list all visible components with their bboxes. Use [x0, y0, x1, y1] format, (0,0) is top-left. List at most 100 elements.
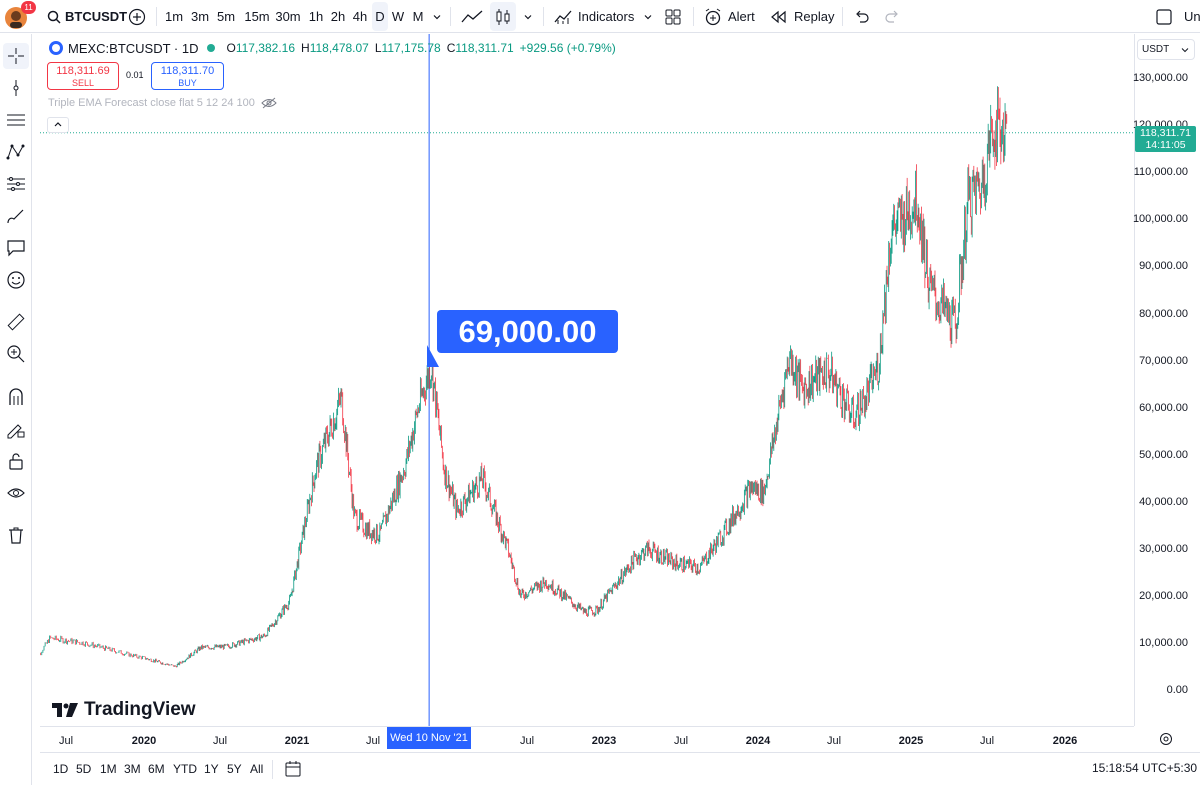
ruler-tool[interactable]: [3, 309, 29, 335]
search-icon: [47, 10, 61, 24]
range-1m[interactable]: 1M: [100, 762, 117, 776]
range-5d[interactable]: 5D: [76, 762, 92, 776]
range-3m[interactable]: 3M: [124, 762, 141, 776]
undo-icon: [856, 10, 869, 23]
interval-1m[interactable]: 1m: [164, 9, 184, 24]
interval-m[interactable]: M: [412, 9, 424, 24]
time-axis[interactable]: Jul 2020 Jul 2021 Jul Jul 2023 Jul 2024 Jul 2025 Ju…: [40, 726, 1134, 751]
chart-type-button[interactable]: [490, 2, 516, 31]
sell-label: SELL: [71, 78, 95, 88]
indicator-legend[interactable]: Triple EMA Forecast close flat 5 12 24 1…: [48, 97, 277, 109]
trend-line-tool[interactable]: [3, 75, 29, 101]
divider: [450, 7, 451, 26]
price-chart[interactable]: [40, 34, 1134, 726]
time-tick: Jul: [673, 735, 689, 747]
goto-date-button[interactable]: [284, 760, 302, 783]
emoji-tool[interactable]: [3, 267, 29, 293]
brush-icon: [7, 209, 24, 224]
range-ytd[interactable]: YTD: [173, 762, 197, 776]
compare-symbol-button[interactable]: [128, 0, 146, 33]
range-1y[interactable]: 1Y: [204, 762, 219, 776]
interval-30m[interactable]: 30m: [275, 9, 301, 24]
chevron-down-icon: [433, 14, 441, 19]
price-tick: 130,000.00: [1132, 72, 1188, 84]
interval-w[interactable]: W: [391, 9, 405, 24]
interval-d[interactable]: D: [372, 2, 388, 31]
alert-button[interactable]: Alert: [704, 0, 755, 33]
hide-drawings-tool[interactable]: [3, 480, 29, 506]
buy-price: 118,311.70: [160, 65, 215, 77]
undo-button[interactable]: [854, 0, 870, 33]
indicators-dropdown[interactable]: [643, 0, 653, 33]
range-1d[interactable]: 1D: [53, 762, 69, 776]
remove-drawings-tool[interactable]: [3, 522, 29, 548]
lock-all-tool[interactable]: [3, 448, 29, 474]
line-tool-button[interactable]: [460, 0, 484, 33]
time-tick: Jul: [519, 735, 535, 747]
time-tick: 2020: [131, 735, 157, 747]
interval-1h[interactable]: 1h: [308, 9, 324, 24]
sell-price: 118,311.69: [56, 65, 110, 77]
indicators-button[interactable]: Indicators: [554, 0, 634, 33]
price-tick: 60,000.00: [1139, 401, 1188, 414]
clock-timezone[interactable]: 15:18:54 UTC+5:30: [1092, 761, 1198, 775]
range-6m[interactable]: 6M: [148, 762, 165, 776]
text-tool[interactable]: [3, 235, 29, 261]
spread-value: 0.01: [126, 70, 144, 80]
prediction-tool[interactable]: [3, 171, 29, 197]
buy-button[interactable]: 118,311.70 BUY: [151, 62, 224, 90]
intervals-dropdown[interactable]: [432, 0, 442, 33]
trash-icon: [9, 527, 23, 544]
interval-3m[interactable]: 3m: [190, 9, 210, 24]
candles: [40, 86, 1008, 668]
time-tick: 2024: [745, 735, 771, 747]
magnet-icon: [9, 388, 23, 405]
symbol-search[interactable]: BTCUSDT: [47, 0, 127, 33]
time-tick: 2026: [1052, 735, 1078, 747]
divider: [842, 7, 843, 26]
horizontal-lines-tool[interactable]: [3, 107, 29, 133]
pattern-icon: [6, 144, 25, 160]
exchange-logo-icon: [49, 41, 63, 55]
plus-circle-icon: [128, 8, 146, 25]
low-label: L: [374, 41, 382, 55]
chart-type-dropdown[interactable]: [523, 0, 533, 33]
collapse-legend-button[interactable]: [47, 117, 69, 133]
layouts-button[interactable]: [665, 0, 681, 33]
pattern-tool[interactable]: [3, 139, 29, 165]
redo-icon: [885, 10, 898, 23]
currency-selector[interactable]: USDT: [1137, 39, 1195, 60]
interval-4h[interactable]: 4h: [352, 9, 368, 24]
chart-legend: MEXC:BTCUSDT · 1D O 117,382.16 H 118,478.0…: [48, 40, 622, 56]
user-avatar[interactable]: [4, 0, 32, 33]
zoom-tool[interactable]: [3, 341, 29, 367]
range-5y[interactable]: 5Y: [227, 762, 242, 776]
smiley-icon: [7, 271, 25, 289]
price-tick: 40,000.00: [1139, 495, 1188, 508]
chevron-down-icon: [644, 14, 652, 19]
price-tick: 20,000.00: [1139, 590, 1188, 603]
interval-2h[interactable]: 2h: [330, 9, 346, 24]
chart-settings-button[interactable]: [1159, 732, 1173, 751]
range-all[interactable]: All: [250, 762, 264, 776]
candles-icon: [496, 8, 510, 25]
last-price-label: 118,311.71 14:11:05: [1135, 126, 1196, 152]
interval-15m[interactable]: 15m: [244, 9, 270, 24]
layout-name-button[interactable]: Un: [1156, 0, 1200, 33]
notification-badge[interactable]: 11: [21, 1, 36, 14]
brush-tool[interactable]: [3, 203, 29, 229]
interval-5m[interactable]: 5m: [216, 9, 236, 24]
price-label-annotation[interactable]: 69,000.00: [437, 310, 618, 353]
tradingview-logo[interactable]: TradingView: [52, 699, 196, 721]
crosshair-tool[interactable]: [3, 43, 29, 69]
magnet-tool[interactable]: [3, 384, 29, 410]
sell-button[interactable]: 118,311.69 SELL: [47, 62, 119, 90]
redo-button[interactable]: [884, 0, 900, 33]
eye-hidden-icon[interactable]: [261, 97, 277, 109]
unlock-icon: [9, 453, 23, 470]
crosshair-date-label: Wed 10 Nov '21: [387, 727, 471, 749]
zoom-in-icon: [7, 345, 25, 363]
replay-button[interactable]: Replay: [770, 0, 834, 33]
lock-drawing-tool[interactable]: [3, 416, 29, 442]
replay-label: Replay: [794, 9, 835, 24]
